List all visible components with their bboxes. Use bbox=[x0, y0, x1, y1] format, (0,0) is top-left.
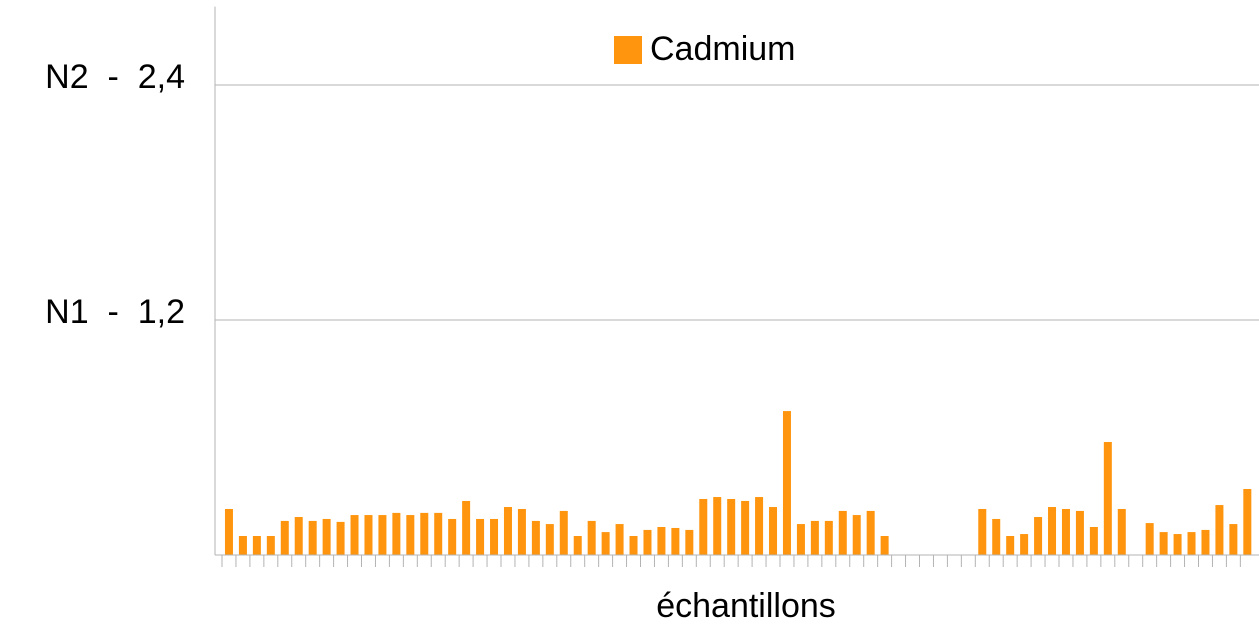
bar bbox=[727, 498, 736, 555]
bar bbox=[448, 518, 457, 555]
bar bbox=[992, 518, 1001, 555]
bar bbox=[782, 411, 791, 555]
bar bbox=[573, 536, 582, 555]
bar bbox=[671, 527, 680, 555]
bar bbox=[364, 515, 373, 555]
bar bbox=[266, 536, 275, 555]
bar bbox=[1034, 517, 1043, 555]
bar bbox=[657, 526, 666, 555]
bar bbox=[531, 520, 540, 555]
bar bbox=[1075, 510, 1084, 555]
bar bbox=[741, 500, 750, 555]
bar bbox=[322, 518, 331, 555]
bar bbox=[559, 510, 568, 555]
bar bbox=[336, 521, 345, 555]
bar bbox=[406, 515, 415, 555]
bar bbox=[1159, 532, 1168, 555]
bar bbox=[978, 508, 987, 555]
bar bbox=[852, 515, 861, 555]
bar bbox=[1048, 507, 1057, 555]
bar bbox=[685, 529, 694, 555]
y-tick-label: N1 - 1,2 bbox=[45, 293, 185, 331]
bar bbox=[294, 517, 303, 555]
bar bbox=[462, 500, 471, 555]
bar bbox=[238, 536, 247, 555]
bar bbox=[713, 497, 722, 555]
bar bbox=[1145, 523, 1154, 555]
bar bbox=[280, 520, 289, 555]
bar bbox=[810, 520, 819, 555]
x-axis-label: échantillons bbox=[656, 587, 836, 625]
legend-label: Cadmium bbox=[650, 30, 795, 68]
bar bbox=[224, 508, 233, 555]
bar bbox=[1229, 524, 1238, 555]
bar bbox=[308, 520, 317, 555]
bar bbox=[1020, 534, 1029, 555]
bar bbox=[615, 524, 624, 555]
bar bbox=[1215, 505, 1224, 555]
legend-swatch bbox=[614, 36, 642, 64]
bar bbox=[1187, 532, 1196, 555]
bar bbox=[796, 524, 805, 555]
bar bbox=[350, 515, 359, 555]
bar bbox=[824, 520, 833, 555]
bar bbox=[866, 510, 875, 555]
bar bbox=[517, 508, 526, 555]
bar bbox=[1201, 529, 1210, 555]
bar bbox=[1173, 534, 1182, 555]
bar bbox=[769, 507, 778, 555]
bar bbox=[1089, 526, 1098, 555]
bar bbox=[1117, 508, 1126, 555]
bar bbox=[420, 512, 429, 555]
bar bbox=[880, 536, 889, 555]
bar bbox=[699, 498, 708, 555]
bar bbox=[601, 532, 610, 555]
bar bbox=[545, 524, 554, 555]
bar bbox=[1061, 508, 1070, 555]
bar bbox=[629, 536, 638, 555]
bar bbox=[503, 507, 512, 555]
bar bbox=[434, 512, 443, 555]
bar bbox=[755, 497, 764, 555]
bar bbox=[476, 518, 485, 555]
bar bbox=[838, 510, 847, 555]
bar bbox=[490, 518, 499, 555]
bar bbox=[1006, 536, 1015, 555]
bar bbox=[1243, 489, 1252, 555]
y-tick-label: N2 - 2,4 bbox=[45, 58, 185, 96]
bar bbox=[392, 512, 401, 555]
bar bbox=[587, 520, 596, 555]
bar bbox=[643, 529, 652, 555]
bar bbox=[1103, 442, 1112, 555]
bar bbox=[378, 515, 387, 555]
bar bbox=[252, 536, 261, 555]
